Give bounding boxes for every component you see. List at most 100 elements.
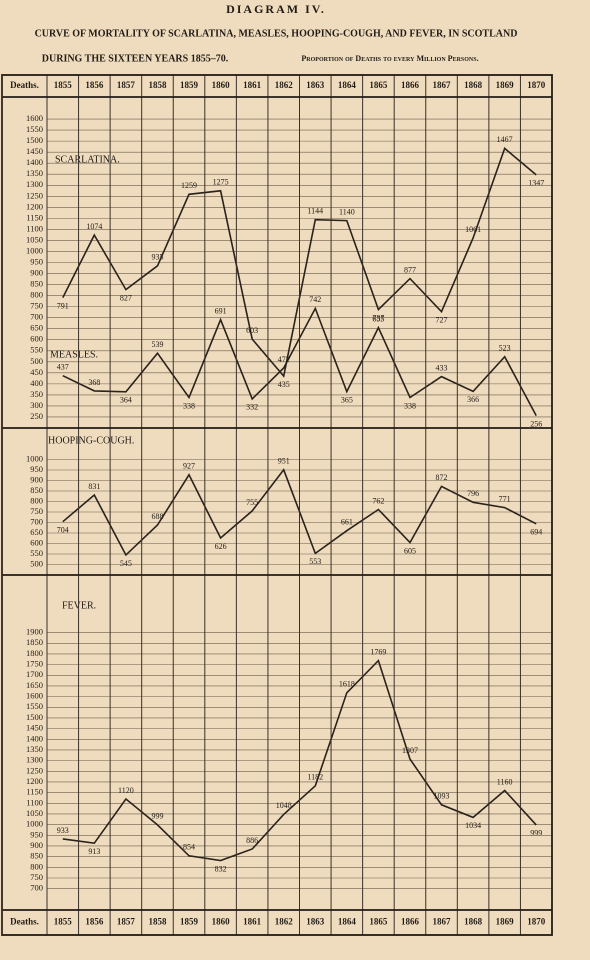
y-tick-label: 1350 bbox=[26, 168, 43, 178]
x-tick-label: 1864 bbox=[338, 80, 357, 90]
x-tick-label: 1869 bbox=[496, 917, 515, 927]
y-tick-label: 1150 bbox=[26, 787, 43, 797]
value-label: 886 bbox=[246, 836, 258, 845]
value-label: 927 bbox=[183, 462, 195, 471]
x-tick-label: 1863 bbox=[306, 80, 325, 90]
y-tick-label: 1700 bbox=[26, 669, 43, 679]
y-tick-label: 600 bbox=[30, 537, 43, 547]
y-tick-label: 1000 bbox=[26, 819, 43, 829]
y-tick-label: 450 bbox=[30, 367, 43, 377]
x-tick-label: 1856 bbox=[85, 917, 104, 927]
value-label: 872 bbox=[436, 473, 448, 482]
y-tick-label: 1650 bbox=[26, 680, 43, 690]
x-tick-label: 1862 bbox=[275, 80, 294, 90]
value-label: 791 bbox=[57, 301, 69, 310]
series-label: FEVER. bbox=[62, 600, 96, 611]
value-label: 1061 bbox=[465, 225, 481, 234]
x-tick-label: 1867 bbox=[433, 917, 452, 927]
value-label: 523 bbox=[499, 344, 511, 353]
value-label: 472 bbox=[278, 355, 290, 364]
y-tick-label: 1600 bbox=[26, 113, 43, 123]
x-tick-label: 1858 bbox=[148, 917, 167, 927]
value-label: 877 bbox=[404, 265, 416, 274]
y-tick-label: 700 bbox=[30, 312, 43, 322]
y-tick-label: 1050 bbox=[26, 808, 43, 818]
value-label: 727 bbox=[436, 316, 448, 325]
chart-title: DIAGRAM IV. bbox=[226, 2, 326, 16]
y-tick-label: 1850 bbox=[26, 637, 43, 647]
value-label: 437 bbox=[57, 363, 69, 372]
value-label: 1034 bbox=[465, 821, 481, 830]
value-label: 737 bbox=[372, 313, 384, 322]
value-label: 694 bbox=[530, 528, 542, 537]
subtitle: Proportion of Deaths to every Million Pe… bbox=[301, 54, 478, 63]
y-tick-label: 350 bbox=[30, 389, 43, 399]
value-label: 691 bbox=[215, 306, 227, 315]
value-label: 539 bbox=[151, 340, 163, 349]
y-tick-label: 950 bbox=[30, 464, 43, 474]
y-tick-label: 1400 bbox=[26, 157, 43, 167]
x-tick-label: 1866 bbox=[401, 917, 420, 927]
y-tick-label: 1250 bbox=[26, 190, 43, 200]
value-label: 1160 bbox=[497, 777, 513, 786]
x-tick-label: 1870 bbox=[527, 917, 546, 927]
value-label: 368 bbox=[88, 378, 100, 387]
y-tick-label: 1450 bbox=[26, 723, 43, 733]
value-label: 1140 bbox=[339, 207, 355, 216]
value-label: 704 bbox=[57, 525, 69, 534]
x-tick-label: 1856 bbox=[85, 80, 104, 90]
y-tick-label: 1400 bbox=[26, 733, 43, 743]
value-label: 951 bbox=[278, 457, 290, 466]
value-label: 762 bbox=[372, 496, 384, 505]
x-tick-label: 1866 bbox=[401, 80, 420, 90]
value-label: 626 bbox=[215, 542, 227, 551]
value-label: 1093 bbox=[434, 792, 450, 801]
x-tick-label: 1855 bbox=[54, 80, 73, 90]
x-tick-label: 1863 bbox=[306, 917, 325, 927]
x-tick-label: 1857 bbox=[117, 917, 136, 927]
y-tick-label: 850 bbox=[30, 851, 43, 861]
y-tick-label: 550 bbox=[30, 548, 43, 558]
value-label: 553 bbox=[309, 557, 321, 566]
series-label: HOOPING-COUGH. bbox=[48, 435, 134, 446]
y-tick-label: 1000 bbox=[26, 245, 43, 255]
value-label: 796 bbox=[467, 489, 479, 498]
row-label: Deaths. bbox=[10, 917, 39, 927]
y-tick-label: 1350 bbox=[26, 744, 43, 754]
y-tick-label: 900 bbox=[30, 840, 43, 850]
y-tick-label: 950 bbox=[30, 256, 43, 266]
x-tick-label: 1864 bbox=[338, 917, 357, 927]
y-tick-label: 1300 bbox=[26, 179, 43, 189]
x-tick-label: 1857 bbox=[117, 80, 136, 90]
y-tick-label: 800 bbox=[30, 495, 43, 505]
value-label: 655 bbox=[372, 314, 384, 323]
y-tick-label: 300 bbox=[30, 400, 43, 410]
y-tick-label: 1500 bbox=[26, 135, 43, 145]
value-label: 1307 bbox=[402, 746, 418, 755]
value-label: 1769 bbox=[370, 647, 386, 656]
value-label: 1182 bbox=[307, 773, 323, 782]
value-label: 1275 bbox=[213, 178, 229, 187]
value-label: 913 bbox=[88, 847, 100, 856]
y-tick-label: 1000 bbox=[26, 453, 43, 463]
value-label: 256 bbox=[530, 419, 542, 428]
subtitle: DURING THE SIXTEEN YEARS 1855–70. bbox=[42, 53, 229, 64]
y-tick-label: 1200 bbox=[26, 776, 43, 786]
series-label: SCARLATINA. bbox=[55, 154, 120, 165]
y-tick-label: 1550 bbox=[26, 701, 43, 711]
y-tick-label: 750 bbox=[30, 301, 43, 311]
y-tick-label: 500 bbox=[30, 356, 43, 366]
y-tick-label: 1800 bbox=[26, 648, 43, 658]
y-tick-label: 550 bbox=[30, 345, 43, 355]
x-tick-label: 1858 bbox=[148, 80, 167, 90]
y-tick-label: 1100 bbox=[26, 797, 43, 807]
value-label: 545 bbox=[120, 559, 132, 568]
x-tick-label: 1869 bbox=[496, 80, 515, 90]
x-tick-label: 1865 bbox=[369, 917, 388, 927]
y-tick-label: 1050 bbox=[26, 234, 43, 244]
value-label: 433 bbox=[436, 363, 448, 372]
y-tick-label: 750 bbox=[30, 872, 43, 882]
value-label: 688 bbox=[151, 512, 163, 521]
